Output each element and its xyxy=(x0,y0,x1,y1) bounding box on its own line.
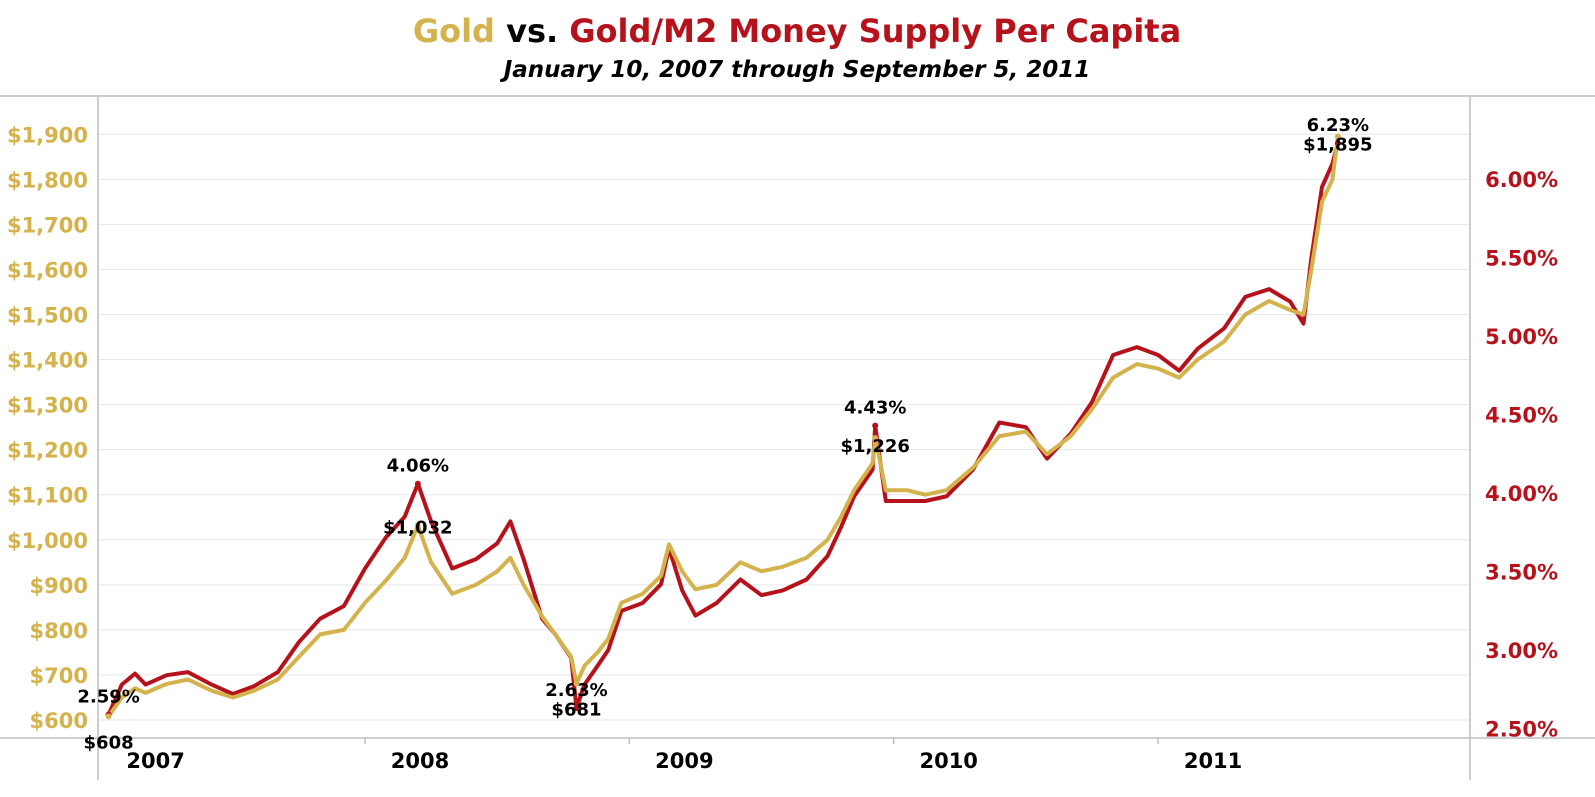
ratio-point-marker xyxy=(1334,140,1341,147)
right-tick-label: 3.50% xyxy=(1485,561,1558,585)
gold-data-label: $1,226 xyxy=(840,436,909,457)
left-tick-label: $1,700 xyxy=(7,213,88,237)
x-tick-label: 2011 xyxy=(1184,749,1242,773)
x-tick-label: 2007 xyxy=(126,749,184,773)
right-tick-label: 3.00% xyxy=(1485,639,1558,663)
right-tick-label: 6.00% xyxy=(1485,168,1558,192)
chart-title: Gold vs. Gold/M2 Money Supply Per Capita xyxy=(413,12,1181,50)
gold-point-marker xyxy=(414,522,421,529)
right-tick-label: 4.00% xyxy=(1485,482,1558,506)
right-tick-label: 5.00% xyxy=(1485,325,1558,349)
gold-point-marker xyxy=(573,680,580,687)
ratio-point-marker xyxy=(872,422,879,429)
right-tick-label: 2.50% xyxy=(1485,718,1558,742)
gold-data-label: $608 xyxy=(84,732,134,753)
left-tick-label: $1,800 xyxy=(7,168,88,192)
left-axis-ticks: $600 $700 $800 $900 $1,000 $1,100 $1,200 $1,300… xyxy=(7,123,88,733)
ratio-data-label: 6.23% xyxy=(1307,115,1369,136)
title-ratio: Gold/M2 Money Supply Per Capita xyxy=(569,12,1181,50)
ratio-point-marker xyxy=(573,705,580,712)
left-tick-label: $800 xyxy=(30,619,88,643)
left-tick-label: $1,100 xyxy=(7,484,88,508)
left-tick-label: $1,500 xyxy=(7,304,88,328)
x-tick-label: 2009 xyxy=(655,749,713,773)
gold-data-label: $1,032 xyxy=(383,517,452,538)
ratio-data-label: 4.43% xyxy=(844,398,906,419)
left-tick-label: $1,200 xyxy=(7,439,88,463)
series-line-gold xyxy=(106,134,1340,719)
series-layer xyxy=(106,134,1340,719)
left-tick-label: $1,000 xyxy=(7,529,88,553)
chart-subtitle: January 10, 2007 through September 5, 20… xyxy=(500,57,1091,83)
plot-frame xyxy=(0,95,1595,780)
right-tick-label: 4.50% xyxy=(1485,404,1558,428)
x-tick-label: 2008 xyxy=(391,749,449,773)
gold-data-label: $681 xyxy=(551,699,601,720)
x-axis-ticks: 2007 2008 2009 2010 2011 xyxy=(99,738,1242,773)
gold-point-marker xyxy=(872,434,879,441)
title-vs: vs. xyxy=(495,12,569,50)
ratio-data-label: 2.59% xyxy=(77,686,139,707)
annotations: 2.59% $608 4.06% $1,032 2.63%$681 4.43% $1,226… xyxy=(77,115,1372,753)
gold-point-marker xyxy=(105,713,112,720)
gridlines xyxy=(98,133,1470,721)
left-tick-label: $900 xyxy=(30,574,88,598)
left-tick-label: $1,600 xyxy=(7,258,88,282)
left-tick-label: $1,300 xyxy=(7,394,88,418)
series-line-ratio xyxy=(106,141,1340,717)
gold-point-marker xyxy=(1334,133,1341,140)
title-gold: Gold xyxy=(413,12,495,50)
left-tick-label: $600 xyxy=(30,709,88,733)
ratio-point-marker xyxy=(414,480,421,487)
right-axis-ticks: 2.50% 3.00% 3.50% 4.00% 4.50% 5.00% 5.50% 6.00% xyxy=(1485,168,1558,741)
right-tick-label: 5.50% xyxy=(1485,247,1558,271)
left-tick-label: $1,900 xyxy=(7,123,88,147)
x-tick-label: 2010 xyxy=(919,749,977,773)
left-tick-label: $1,400 xyxy=(7,349,88,373)
gold-data-label: $1,895 xyxy=(1303,135,1372,156)
ratio-data-label: 2.63% xyxy=(545,680,607,701)
ratio-data-label: 4.06% xyxy=(387,456,449,477)
left-tick-label: $700 xyxy=(30,664,88,688)
